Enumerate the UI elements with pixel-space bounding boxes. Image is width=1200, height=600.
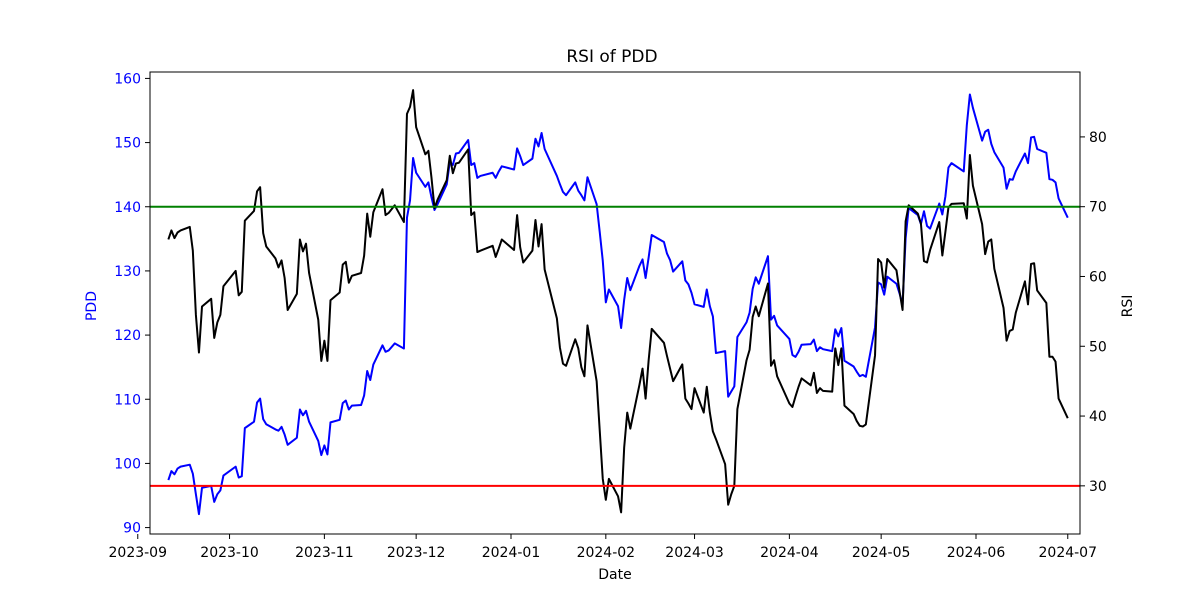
y-right-tick-label: 40 xyxy=(1089,409,1107,425)
y-left-tick-label: 90 xyxy=(123,521,141,537)
x-tick-label: 2023-09 xyxy=(109,545,168,561)
y-axis-right-label: RSI xyxy=(1120,295,1136,318)
y-left-tick-label: 100 xyxy=(114,456,141,472)
x-tick-label: 2024-03 xyxy=(665,545,724,561)
x-tick-label: 2023-12 xyxy=(387,545,446,561)
x-tick-label: 2024-05 xyxy=(852,545,911,561)
y-right-tick-label: 80 xyxy=(1089,130,1107,146)
x-tick-label: 2023-10 xyxy=(200,545,259,561)
x-axis-label: Date xyxy=(598,567,631,583)
y-left-tick-label: 160 xyxy=(114,71,141,87)
x-tick-label: 2023-11 xyxy=(295,545,354,561)
x-tick-label: 2024-07 xyxy=(1039,545,1098,561)
y-left-tick-label: 140 xyxy=(114,200,141,216)
y-right-tick-label: 30 xyxy=(1089,479,1107,495)
y-right-tick-label: 60 xyxy=(1089,269,1107,285)
plot-area xyxy=(150,89,1080,516)
y-left-tick-label: 110 xyxy=(114,392,141,408)
y-right-tick-label: 70 xyxy=(1089,200,1107,216)
x-tick-label: 2024-04 xyxy=(760,545,819,561)
y-axis-left-label: PDD xyxy=(84,291,100,321)
x-tick-label: 2024-01 xyxy=(482,545,541,561)
y-left-tick-label: 130 xyxy=(114,264,141,280)
plot-frame xyxy=(149,71,1081,535)
y-right-tick-label: 50 xyxy=(1089,339,1107,355)
rsi-line xyxy=(167,89,1069,514)
chart-title: RSI of PDD xyxy=(566,47,657,67)
y-left-tick-label: 150 xyxy=(114,136,141,152)
x-tick-label: 2024-02 xyxy=(577,545,636,561)
y-left-tick-label: 120 xyxy=(114,328,141,344)
x-tick-label: 2024-06 xyxy=(947,545,1006,561)
